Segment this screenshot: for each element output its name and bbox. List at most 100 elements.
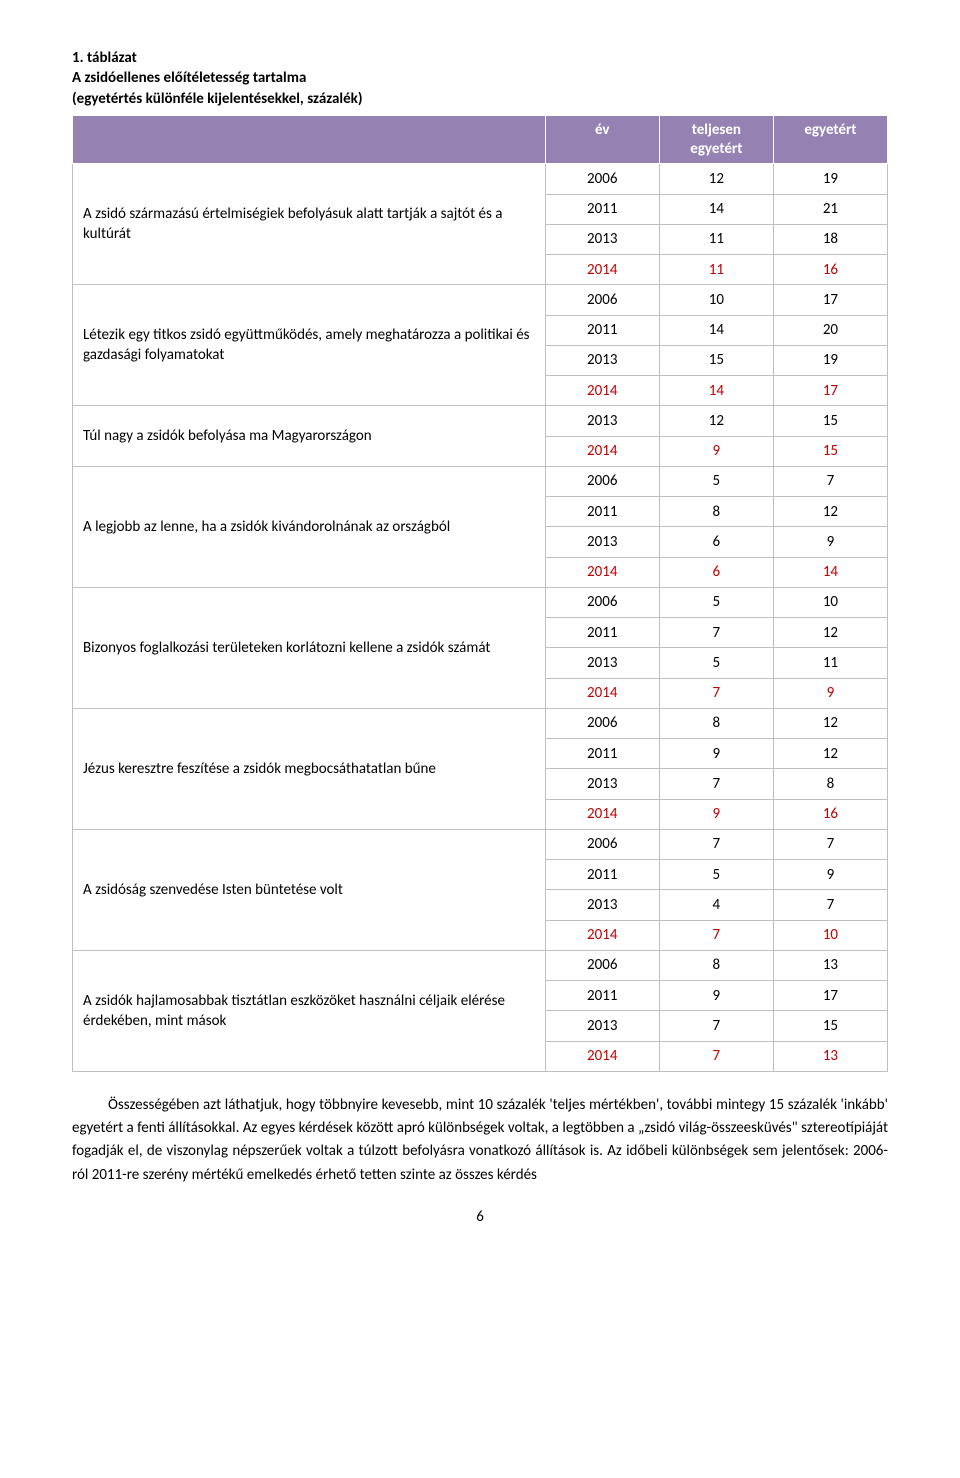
- row-label: A zsidó származású értelmiségiek befolyá…: [73, 164, 546, 285]
- table-row: Bizonyos foglalkozási területeken korlát…: [73, 587, 888, 617]
- year-cell: 2006: [545, 708, 659, 738]
- full-cell: 8: [659, 497, 773, 527]
- full-cell: 11: [659, 255, 773, 285]
- agree-cell: 8: [773, 769, 887, 799]
- table-row: A zsidóság szenvedése Isten büntetése vo…: [73, 829, 888, 859]
- full-cell: 11: [659, 224, 773, 254]
- year-cell: 2014: [545, 557, 659, 587]
- agree-cell: 7: [773, 829, 887, 859]
- agree-cell: 17: [773, 376, 887, 406]
- agree-cell: 14: [773, 557, 887, 587]
- year-cell: 2011: [545, 981, 659, 1011]
- year-cell: 2011: [545, 194, 659, 224]
- full-cell: 9: [659, 436, 773, 466]
- full-cell: 6: [659, 557, 773, 587]
- full-cell: 7: [659, 1041, 773, 1071]
- agree-cell: 21: [773, 194, 887, 224]
- full-cell: 12: [659, 164, 773, 194]
- year-cell: 2011: [545, 618, 659, 648]
- agree-cell: 12: [773, 739, 887, 769]
- heading-line-2: A zsidóellenes előítéletesség tartalma: [72, 68, 888, 88]
- year-cell: 2011: [545, 860, 659, 890]
- full-cell: 5: [659, 466, 773, 496]
- agree-cell: 12: [773, 497, 887, 527]
- heading-line-1: 1. táblázat: [72, 48, 888, 68]
- header-year: év: [545, 115, 659, 164]
- full-cell: 15: [659, 345, 773, 375]
- agree-cell: 7: [773, 466, 887, 496]
- full-cell: 7: [659, 920, 773, 950]
- heading-line-3: (egyetértés különféle kijelentésekkel, s…: [72, 89, 888, 109]
- agree-cell: 17: [773, 285, 887, 315]
- agree-cell: 20: [773, 315, 887, 345]
- table-row: A zsidók hajlamosabbak tisztátlan eszköz…: [73, 950, 888, 980]
- full-cell: 5: [659, 860, 773, 890]
- row-label: A zsidók hajlamosabbak tisztátlan eszköz…: [73, 950, 546, 1071]
- table-row: A legjobb az lenne, ha a zsidók kivándor…: [73, 466, 888, 496]
- table-row: A zsidó származású értelmiségiek befolyá…: [73, 164, 888, 194]
- full-cell: 14: [659, 315, 773, 345]
- row-label: A legjobb az lenne, ha a zsidók kivándor…: [73, 466, 546, 587]
- agree-cell: 18: [773, 224, 887, 254]
- row-label: Jézus keresztre feszítése a zsidók megbo…: [73, 708, 546, 829]
- year-cell: 2011: [545, 315, 659, 345]
- table-header-row: év teljesen egyetért egyetért: [73, 115, 888, 164]
- row-label: A zsidóság szenvedése Isten büntetése vo…: [73, 829, 546, 950]
- full-cell: 7: [659, 829, 773, 859]
- year-cell: 2013: [545, 890, 659, 920]
- full-cell: 7: [659, 769, 773, 799]
- agree-cell: 19: [773, 345, 887, 375]
- full-cell: 12: [659, 406, 773, 436]
- year-cell: 2006: [545, 164, 659, 194]
- full-cell: 6: [659, 527, 773, 557]
- year-cell: 2006: [545, 466, 659, 496]
- agree-cell: 12: [773, 708, 887, 738]
- year-cell: 2014: [545, 376, 659, 406]
- agree-cell: 13: [773, 1041, 887, 1071]
- paragraph-text: Összességében azt láthatjuk, hogy többny…: [72, 1096, 888, 1184]
- year-cell: 2011: [545, 739, 659, 769]
- year-cell: 2014: [545, 799, 659, 829]
- full-cell: 8: [659, 708, 773, 738]
- year-cell: 2014: [545, 1041, 659, 1071]
- agree-cell: 10: [773, 920, 887, 950]
- body-paragraph: Összességében azt láthatjuk, hogy többny…: [72, 1094, 888, 1187]
- agree-cell: 9: [773, 678, 887, 708]
- full-cell: 14: [659, 376, 773, 406]
- header-full: teljesen egyetért: [659, 115, 773, 164]
- full-cell: 9: [659, 799, 773, 829]
- full-cell: 4: [659, 890, 773, 920]
- data-table: év teljesen egyetért egyetért A zsidó sz…: [72, 115, 888, 1072]
- year-cell: 2013: [545, 406, 659, 436]
- agree-cell: 16: [773, 255, 887, 285]
- agree-cell: 17: [773, 981, 887, 1011]
- full-cell: 10: [659, 285, 773, 315]
- year-cell: 2014: [545, 678, 659, 708]
- year-cell: 2006: [545, 587, 659, 617]
- agree-cell: 7: [773, 890, 887, 920]
- agree-cell: 15: [773, 436, 887, 466]
- full-cell: 8: [659, 950, 773, 980]
- year-cell: 2013: [545, 769, 659, 799]
- agree-cell: 19: [773, 164, 887, 194]
- year-cell: 2006: [545, 285, 659, 315]
- table-row: Létezik egy titkos zsidó együttműködés, …: [73, 285, 888, 315]
- year-cell: 2013: [545, 527, 659, 557]
- agree-cell: 15: [773, 406, 887, 436]
- row-label: Létezik egy titkos zsidó együttműködés, …: [73, 285, 546, 406]
- row-label: Bizonyos foglalkozási területeken korlát…: [73, 587, 546, 708]
- header-empty: [73, 115, 546, 164]
- full-cell: 5: [659, 587, 773, 617]
- year-cell: 2006: [545, 950, 659, 980]
- full-cell: 5: [659, 648, 773, 678]
- year-cell: 2014: [545, 255, 659, 285]
- page-number: 6: [72, 1207, 888, 1227]
- header-agree: egyetért: [773, 115, 887, 164]
- year-cell: 2011: [545, 497, 659, 527]
- row-label: Túl nagy a zsidók befolyása ma Magyarors…: [73, 406, 546, 467]
- full-cell: 9: [659, 981, 773, 1011]
- year-cell: 2013: [545, 345, 659, 375]
- year-cell: 2006: [545, 829, 659, 859]
- agree-cell: 15: [773, 1011, 887, 1041]
- table-row: Túl nagy a zsidók befolyása ma Magyarors…: [73, 406, 888, 436]
